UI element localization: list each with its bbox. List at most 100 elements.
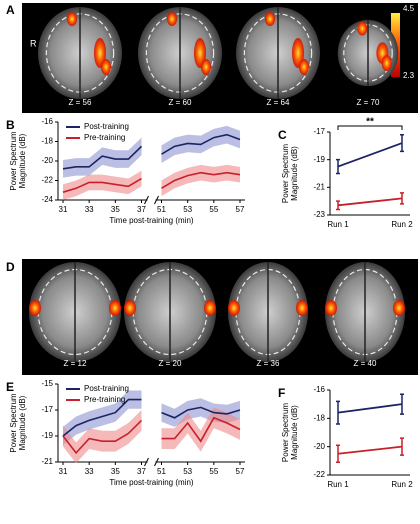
- y-tick-label: -18: [41, 137, 53, 146]
- axis-break: [144, 195, 159, 205]
- error-bar: [336, 200, 340, 211]
- x-tick-label: 37: [137, 205, 146, 214]
- slice-label: Z = 60: [169, 98, 192, 107]
- y-axis-label: Power SpectrumMagnitude (dB): [281, 144, 299, 203]
- activation: [67, 12, 77, 26]
- y-tick-label: -19: [313, 155, 325, 164]
- x-tick-label: 57: [236, 205, 245, 214]
- line: [337, 445, 403, 455]
- axis-break: [144, 457, 159, 467]
- y-tick-label: -22: [41, 176, 53, 185]
- slice-label: Z = 40: [354, 359, 377, 368]
- x-tick-label: 55: [209, 205, 218, 214]
- error-bar: [400, 393, 404, 415]
- y-tick-label: -16: [41, 117, 53, 126]
- x-tick-label: 35: [111, 467, 120, 476]
- activation: [325, 300, 337, 316]
- line: [62, 177, 142, 193]
- line: [337, 142, 403, 168]
- error-bar: [336, 400, 340, 425]
- activation: [109, 300, 121, 316]
- legend-label: Pre-training: [84, 133, 125, 142]
- y-axis-label: Power SpectrumMagnitude (dB): [281, 403, 299, 462]
- line: [161, 406, 241, 419]
- legend-label: Post-training: [84, 384, 129, 393]
- side-label: R: [30, 38, 37, 48]
- panel-label: E: [6, 380, 14, 394]
- y-tick-label: -21: [41, 457, 53, 466]
- x-tick-label: 51: [157, 467, 166, 476]
- activation: [124, 300, 136, 316]
- line: [337, 197, 403, 207]
- y-tick-label: -20: [313, 442, 325, 451]
- activation: [194, 38, 206, 68]
- line: [161, 171, 241, 189]
- error-bar: [400, 437, 404, 456]
- slice-label: Z = 36: [257, 359, 280, 368]
- annotation: **: [366, 117, 374, 128]
- y-tick-label: -17: [41, 405, 53, 414]
- significance-bracket: [337, 125, 403, 130]
- line: [337, 403, 403, 414]
- activation: [167, 12, 177, 26]
- activation: [381, 55, 392, 72]
- x-tick-label: 57: [236, 467, 245, 476]
- y-tick-label: -19: [41, 431, 53, 440]
- error-band: [161, 164, 240, 197]
- panel-label: C: [278, 128, 287, 142]
- y-tick-label: -24: [41, 195, 53, 204]
- activation: [393, 300, 405, 316]
- x-tick-label: 51: [157, 205, 166, 214]
- slice-label: Z = 20: [159, 359, 182, 368]
- colorbar-min: 2.3: [403, 71, 415, 80]
- y-axis-label: Power SpectrumMagnitude (dB): [9, 393, 27, 452]
- error-band: [63, 390, 142, 446]
- x-tick-label: Run 2: [391, 220, 413, 229]
- error-bar: [400, 134, 404, 153]
- activation: [296, 300, 308, 316]
- activation: [101, 59, 111, 75]
- legend-label: Pre-training: [84, 395, 125, 404]
- error-bar: [400, 192, 404, 205]
- x-axis-label: Time post-training (min): [109, 478, 194, 487]
- error-bar: [336, 444, 340, 463]
- line: [62, 398, 142, 437]
- activation: [292, 38, 304, 68]
- x-axis-label: Time post-training (min): [109, 216, 194, 225]
- activation: [228, 300, 240, 316]
- slice-label: Z = 64: [267, 98, 290, 107]
- y-tick-label: -21: [313, 182, 325, 191]
- line: [62, 419, 143, 455]
- activation: [265, 12, 275, 26]
- activation: [204, 300, 216, 316]
- slice-label: Z = 70: [357, 98, 380, 107]
- slice-label: Z = 56: [69, 98, 92, 107]
- activation: [201, 59, 211, 75]
- y-axis-label: Power SpectrumMagnitude (dB): [9, 131, 27, 190]
- y-tick-label: -22: [313, 470, 325, 479]
- x-tick-label: 31: [59, 205, 68, 214]
- y-tick-label: -18: [313, 413, 325, 422]
- brain-slices: Z = 56 Z = 60 Z = 64 Z = 70 Z = 12 Z = 20 Z = …: [29, 7, 405, 368]
- y-tick-label: -16: [313, 385, 325, 394]
- y-tick-label: -15: [41, 379, 53, 388]
- error-band: [63, 410, 142, 464]
- x-tick-label: 31: [59, 467, 68, 476]
- error-band: [63, 170, 142, 200]
- panel-label: F: [278, 386, 285, 400]
- error-bar: [336, 158, 340, 175]
- x-tick-label: 53: [183, 205, 192, 214]
- legend-label: Post-training: [84, 122, 129, 131]
- x-tick-label: Run 1: [327, 220, 349, 229]
- error-band: [161, 407, 240, 452]
- activation: [29, 300, 41, 316]
- x-tick-label: 35: [111, 205, 120, 214]
- activation: [94, 38, 106, 68]
- line: [62, 145, 143, 170]
- y-tick-label: -17: [313, 127, 325, 136]
- colorbar-max: 4.5: [403, 4, 415, 13]
- panel-label: B: [6, 118, 15, 132]
- line: [161, 133, 241, 155]
- panel-label: D: [6, 260, 15, 274]
